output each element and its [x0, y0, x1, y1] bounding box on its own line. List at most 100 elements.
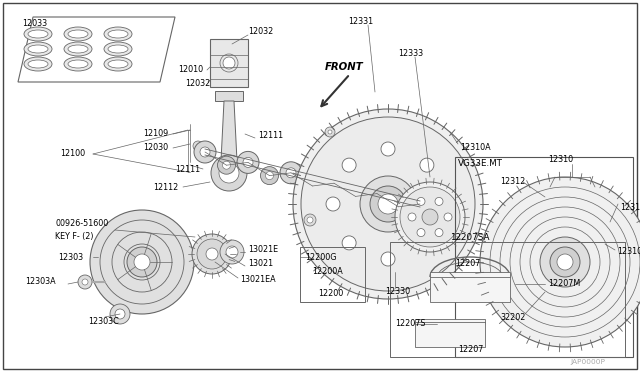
Text: 12207: 12207 [458, 346, 483, 355]
Circle shape [378, 194, 398, 214]
Circle shape [223, 57, 235, 69]
Text: 12030: 12030 [143, 144, 168, 153]
Text: 12032: 12032 [248, 28, 273, 36]
Circle shape [308, 182, 317, 190]
Ellipse shape [108, 30, 128, 38]
Text: 12109: 12109 [143, 129, 168, 138]
Text: FRONT: FRONT [325, 62, 364, 72]
Text: 13021: 13021 [248, 260, 273, 269]
Circle shape [134, 254, 150, 270]
Ellipse shape [24, 27, 52, 41]
Circle shape [435, 198, 443, 205]
Text: 12111: 12111 [258, 131, 283, 141]
Circle shape [540, 237, 590, 287]
Circle shape [218, 156, 236, 174]
Circle shape [193, 141, 203, 151]
Text: 12310A: 12310A [620, 202, 640, 212]
Circle shape [219, 163, 239, 183]
Circle shape [243, 157, 253, 167]
Text: 13021E: 13021E [248, 246, 278, 254]
Circle shape [90, 210, 194, 314]
Circle shape [417, 228, 425, 237]
Circle shape [303, 177, 321, 195]
Circle shape [415, 199, 425, 209]
Circle shape [480, 177, 640, 347]
Text: 12207: 12207 [455, 260, 481, 269]
Circle shape [223, 161, 230, 169]
Text: JAP0000P: JAP0000P [570, 359, 605, 365]
Text: 12033: 12033 [22, 19, 47, 29]
Circle shape [260, 167, 278, 185]
Text: 12312: 12312 [500, 177, 525, 186]
Circle shape [328, 130, 332, 134]
Text: 12310: 12310 [548, 155, 573, 164]
Circle shape [200, 147, 210, 157]
Circle shape [82, 279, 88, 285]
Text: VG33E.MT: VG33E.MT [458, 160, 503, 169]
Bar [215, 91, 243, 101]
Ellipse shape [24, 42, 52, 56]
Circle shape [220, 240, 244, 264]
Text: 12112: 12112 [153, 183, 179, 192]
Circle shape [211, 155, 247, 191]
Bar [415, 319, 485, 347]
Text: 12200G: 12200G [305, 253, 337, 262]
Text: 00926-51600: 00926-51600 [55, 219, 108, 228]
Circle shape [194, 141, 216, 163]
Circle shape [280, 162, 302, 184]
Circle shape [323, 172, 345, 194]
Text: 12310A: 12310A [460, 142, 491, 151]
Circle shape [444, 213, 452, 221]
Circle shape [351, 192, 360, 201]
Text: KEY F- (2): KEY F- (2) [55, 231, 93, 241]
Text: 12330: 12330 [385, 288, 410, 296]
Bar [300, 247, 365, 302]
Bar [430, 272, 510, 302]
Circle shape [197, 239, 227, 269]
Ellipse shape [68, 30, 88, 38]
Text: 32202: 32202 [500, 312, 525, 321]
Circle shape [381, 142, 395, 156]
Circle shape [550, 247, 580, 277]
Text: 12303: 12303 [58, 253, 83, 262]
Text: 12303C: 12303C [88, 317, 119, 327]
Bar [210, 39, 248, 87]
Circle shape [301, 117, 475, 291]
Circle shape [417, 198, 425, 205]
Text: 12032: 12032 [185, 80, 211, 89]
Text: 12310E: 12310E [617, 247, 640, 257]
Circle shape [110, 304, 130, 324]
Circle shape [307, 217, 313, 223]
Circle shape [420, 158, 434, 172]
Circle shape [394, 203, 403, 211]
Circle shape [360, 176, 416, 232]
Text: 12111: 12111 [175, 164, 200, 173]
Ellipse shape [108, 45, 128, 53]
Ellipse shape [104, 57, 132, 71]
Circle shape [329, 178, 339, 188]
Circle shape [293, 109, 483, 299]
Ellipse shape [24, 57, 52, 71]
Circle shape [435, 228, 443, 237]
Circle shape [226, 246, 238, 258]
Circle shape [409, 193, 431, 215]
Circle shape [326, 197, 340, 211]
Circle shape [78, 275, 92, 289]
Circle shape [325, 127, 335, 137]
Circle shape [557, 254, 573, 270]
Circle shape [436, 197, 450, 211]
Ellipse shape [64, 27, 92, 41]
Circle shape [127, 247, 157, 277]
Circle shape [390, 198, 408, 216]
Text: 12207M: 12207M [548, 279, 580, 289]
Text: 12333: 12333 [398, 49, 423, 58]
Text: 13021EA: 13021EA [240, 276, 276, 285]
Text: 12200A: 12200A [312, 267, 343, 276]
Circle shape [381, 252, 395, 266]
Ellipse shape [64, 57, 92, 71]
Circle shape [266, 171, 273, 180]
Ellipse shape [104, 42, 132, 56]
Ellipse shape [68, 60, 88, 68]
Ellipse shape [28, 30, 48, 38]
Circle shape [206, 248, 218, 260]
